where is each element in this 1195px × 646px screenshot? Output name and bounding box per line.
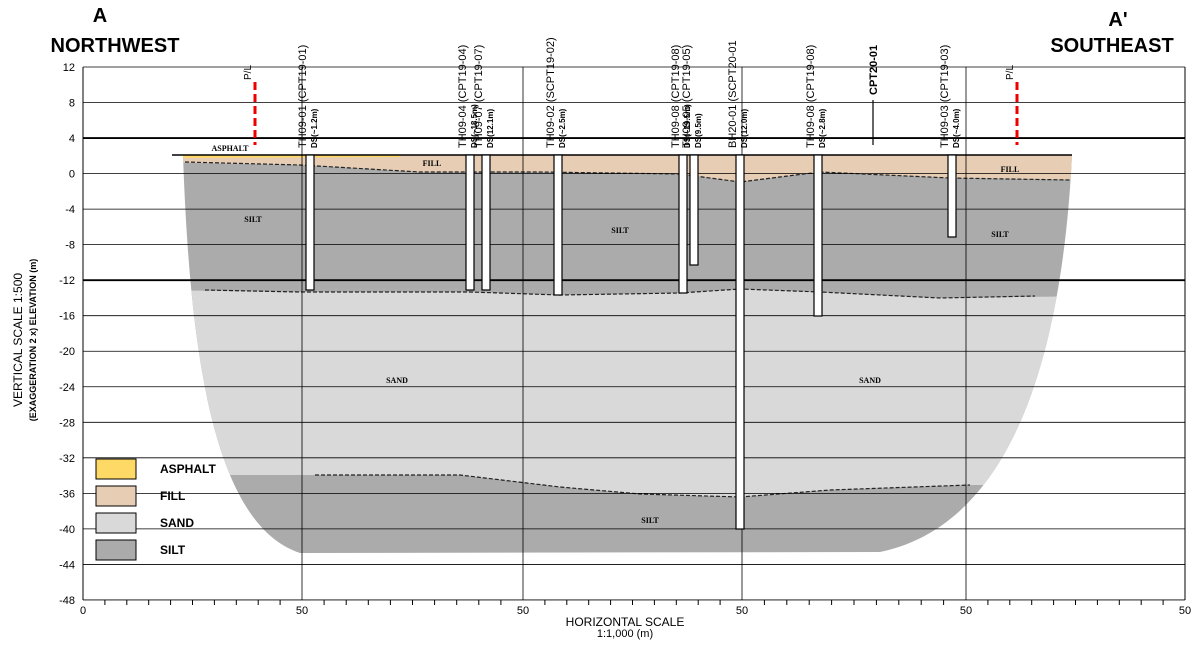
borehole-label: TH09-04 (CPT19-04) bbox=[457, 45, 469, 148]
borehole bbox=[948, 155, 956, 237]
borehole-label: TH09-03 (CPT19-03) bbox=[939, 45, 951, 148]
y-tick-label: 8 bbox=[69, 98, 75, 110]
y-axis-subtitle: (EXAGGERATION 2 x) ELEVATION (m) bbox=[28, 259, 38, 422]
y-tick-label: -8 bbox=[65, 240, 75, 252]
borehole-label: TH09-07 (CPT19-07) bbox=[473, 45, 485, 148]
x-axis-subtitle: 1:1,000 (m) bbox=[597, 628, 653, 640]
borehole-depth: DS(12.1m) bbox=[486, 109, 495, 148]
borehole bbox=[814, 155, 822, 316]
property-line-label: P/L bbox=[1005, 65, 1016, 80]
layer-label: SAND bbox=[859, 376, 881, 385]
x-tick-label: 0 bbox=[80, 605, 86, 617]
borehole-label: TH09-01 (CPT19-01) bbox=[297, 45, 309, 148]
legend-swatch bbox=[96, 459, 136, 479]
legend-swatch bbox=[96, 513, 136, 533]
y-tick-label: -16 bbox=[59, 311, 75, 323]
y-axis-title: VERTICAL SCALE 1:500 bbox=[11, 273, 25, 407]
borehole-label: TH09-08 (CPT19-08) bbox=[805, 45, 817, 148]
legend-label: FILL bbox=[160, 489, 185, 503]
y-tick-label: 0 bbox=[69, 169, 75, 181]
y-tick-label: -36 bbox=[59, 488, 75, 500]
y-tick-label: -28 bbox=[59, 417, 75, 429]
legend-swatch bbox=[96, 486, 136, 506]
borehole-depth: DS(~4.0m) bbox=[952, 108, 961, 148]
layer-label: SILT bbox=[611, 226, 629, 235]
section-letter: A bbox=[93, 5, 107, 27]
borehole-depth: DS(~2.5m) bbox=[558, 108, 567, 148]
y-tick-label: -24 bbox=[59, 382, 75, 394]
y-tick-label: -4 bbox=[65, 204, 75, 216]
layer-label: SILT bbox=[991, 230, 1009, 239]
legend-swatch bbox=[96, 540, 136, 560]
borehole-depth: DS(9.5m) bbox=[694, 113, 703, 148]
x-tick-label: 50 bbox=[517, 605, 529, 617]
layer-label: SILT bbox=[244, 215, 262, 224]
y-tick-label: -12 bbox=[59, 275, 75, 287]
borehole bbox=[482, 155, 490, 290]
sand-layer bbox=[150, 289, 1100, 497]
cross-section: 12 8 4 0 -4 -8 -12 -16 -20 -24 -28 -32 -36 -40 -44 -48 0… bbox=[0, 0, 1195, 641]
borehole bbox=[466, 155, 474, 290]
borehole-label: CPT20-01 bbox=[868, 45, 880, 95]
legend: ASPHALT FILL SAND SILT bbox=[96, 459, 216, 560]
x-tick-label: 50 bbox=[1179, 605, 1191, 617]
x-tick-label: 50 bbox=[736, 605, 748, 617]
layer-label: SILT bbox=[641, 516, 659, 525]
borehole bbox=[736, 155, 744, 529]
property-line-label: P/L bbox=[243, 65, 254, 80]
borehole-depth: DS(~1.2m) bbox=[310, 108, 319, 148]
borehole-label: BH20-01 (SCPT20-01 bbox=[727, 40, 739, 148]
borehole-label: TH09-02 (SCPT19-02) bbox=[545, 37, 557, 148]
section-letter: A' bbox=[1108, 9, 1127, 31]
legend-label: SILT bbox=[160, 543, 186, 557]
borehole-depth: DS(12.0m) bbox=[740, 109, 749, 148]
borehole bbox=[554, 155, 562, 295]
y-tick-label: 12 bbox=[63, 62, 75, 74]
layer-label: FILL bbox=[1001, 165, 1020, 174]
y-tick-label: -20 bbox=[59, 346, 75, 358]
y-tick-label: 4 bbox=[69, 133, 75, 145]
legend-label: ASPHALT bbox=[160, 462, 216, 476]
x-axis-title: HORIZONTAL SCALE bbox=[566, 615, 685, 629]
x-tick-label: 50 bbox=[960, 605, 972, 617]
y-tick-label: -40 bbox=[59, 524, 75, 536]
y-tick-label: -32 bbox=[59, 453, 75, 465]
x-tick-label: 50 bbox=[296, 605, 308, 617]
layer-label: FILL bbox=[423, 159, 442, 168]
y-tick-label: -48 bbox=[59, 595, 75, 607]
borehole bbox=[306, 155, 314, 290]
y-tick-label: -44 bbox=[59, 559, 75, 571]
legend-label: SAND bbox=[160, 516, 194, 530]
layer-label: SAND bbox=[386, 376, 408, 385]
layer-label: ASPHALT bbox=[211, 144, 249, 153]
direction: SOUTHEAST bbox=[1050, 35, 1173, 57]
borehole-depth: DS(~2.8m) bbox=[818, 108, 827, 148]
borehole bbox=[690, 155, 698, 265]
borehole bbox=[679, 155, 687, 293]
borehole-label: TH09-05 (CPT19-05) bbox=[681, 45, 693, 148]
direction: NORTHWEST bbox=[51, 35, 180, 57]
